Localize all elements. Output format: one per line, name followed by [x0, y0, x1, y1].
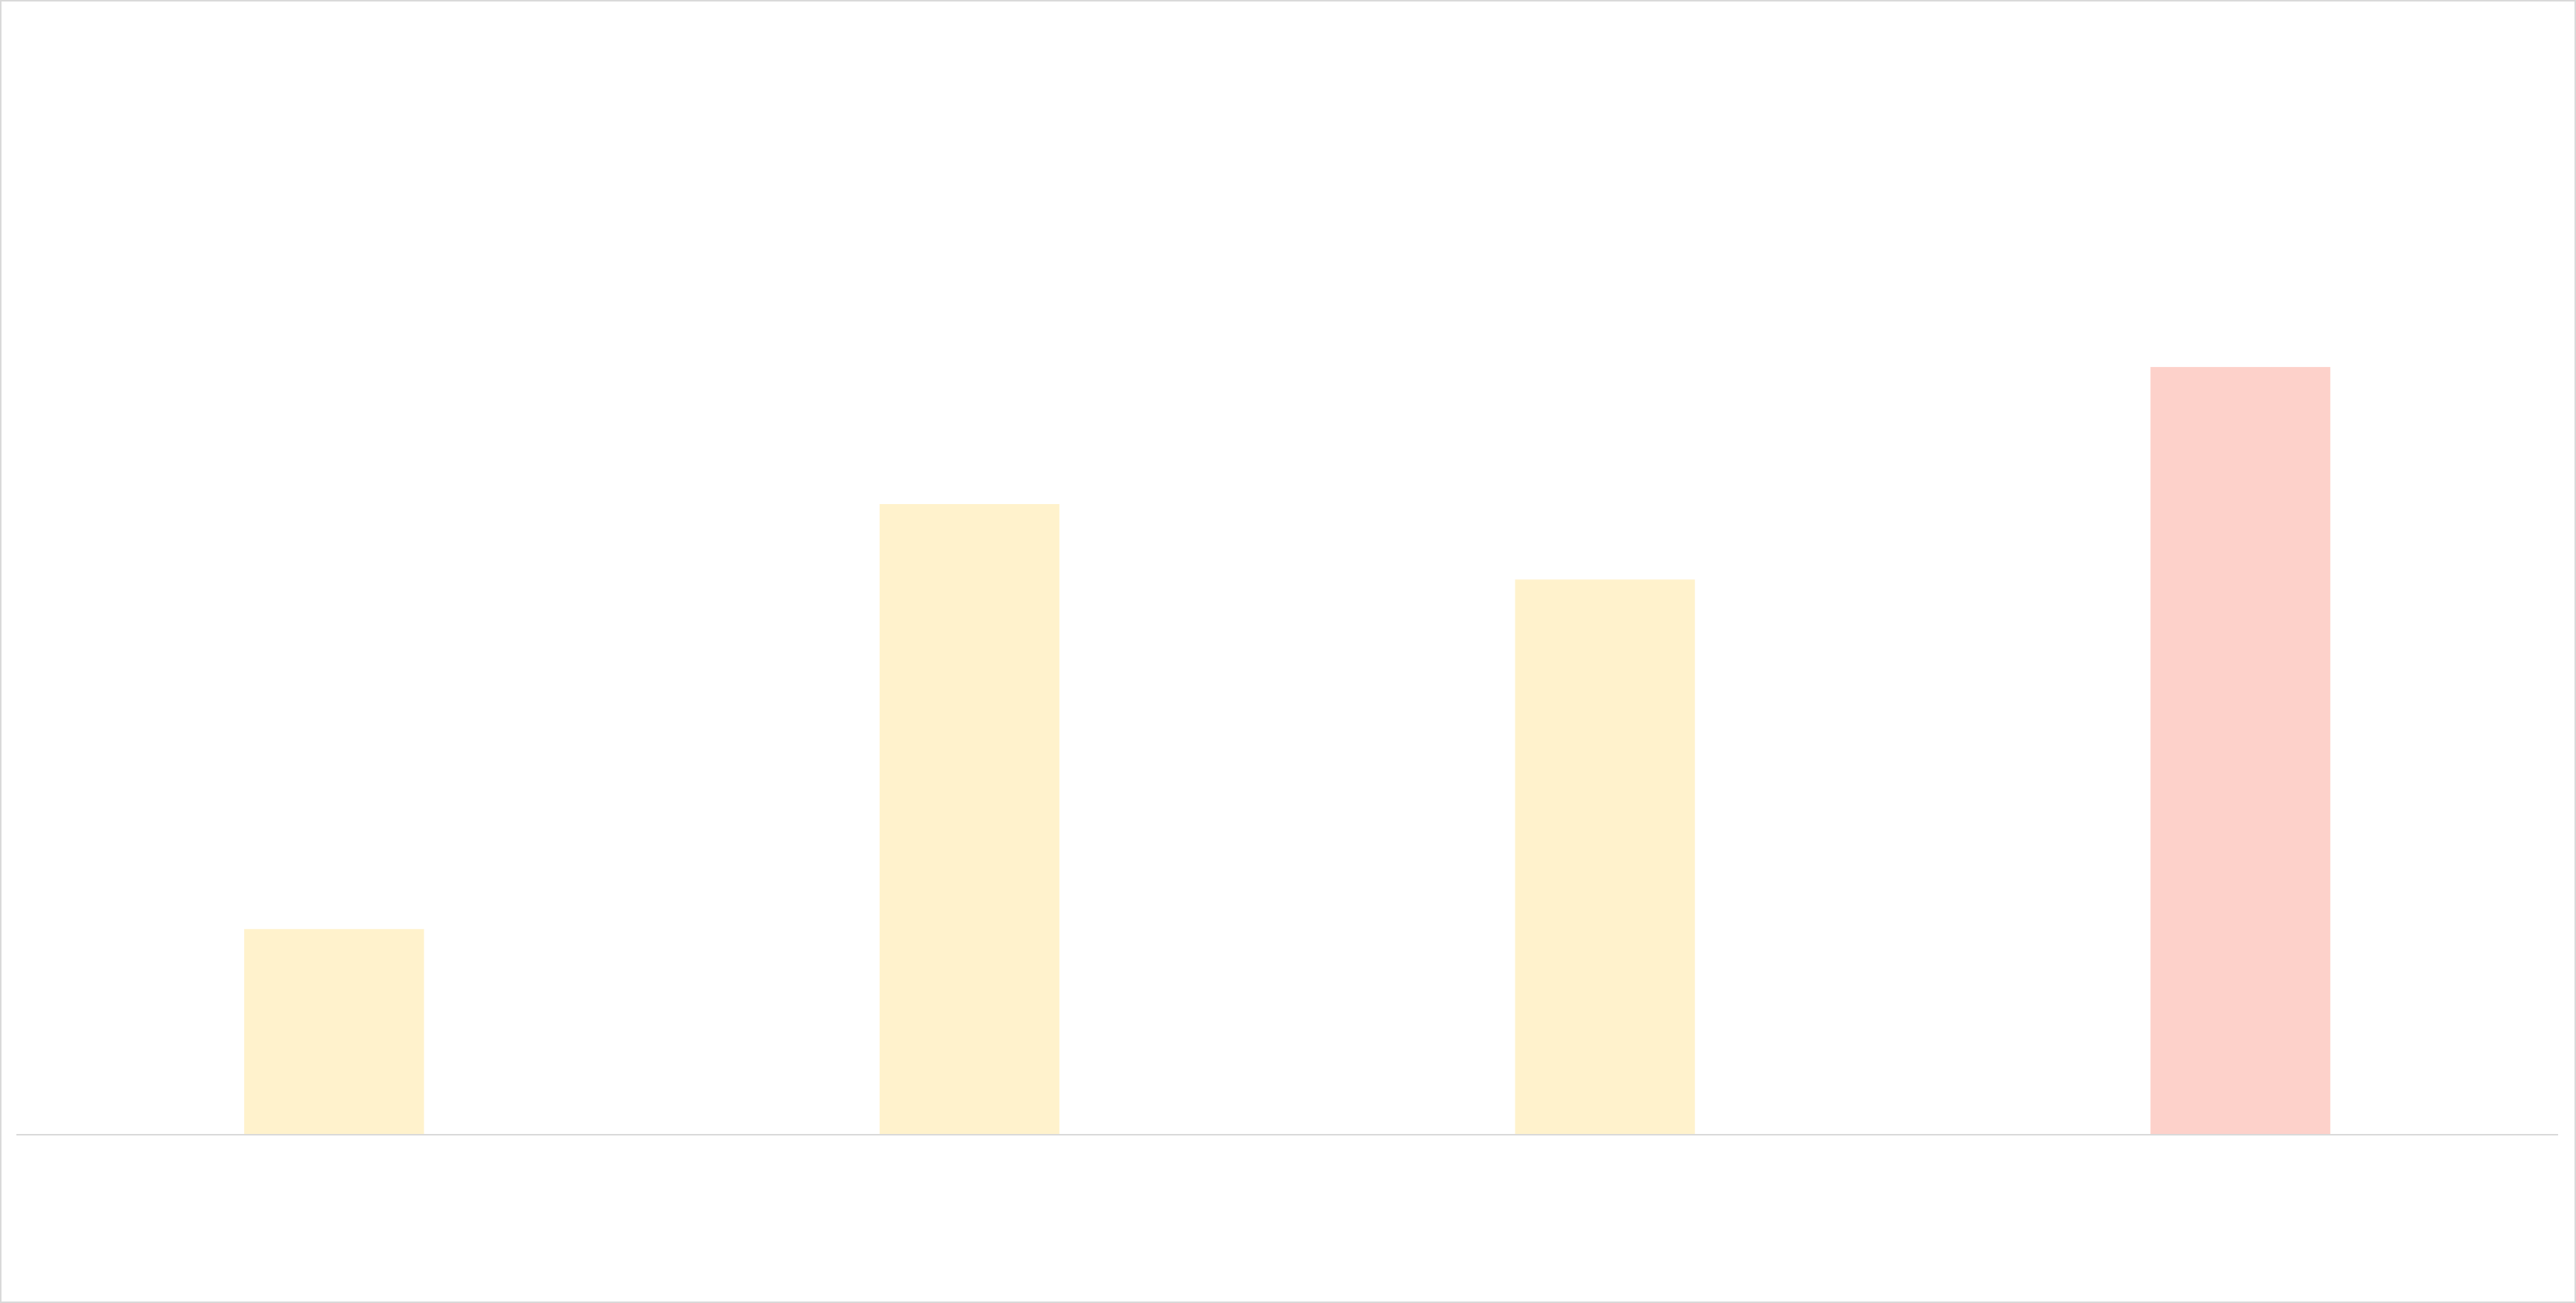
- bar-1: [244, 928, 424, 1135]
- bars-group: [244, 366, 2330, 1135]
- bar-2: [879, 504, 1060, 1135]
- bar-4: [2150, 366, 2330, 1135]
- bar-3: [1515, 579, 1696, 1135]
